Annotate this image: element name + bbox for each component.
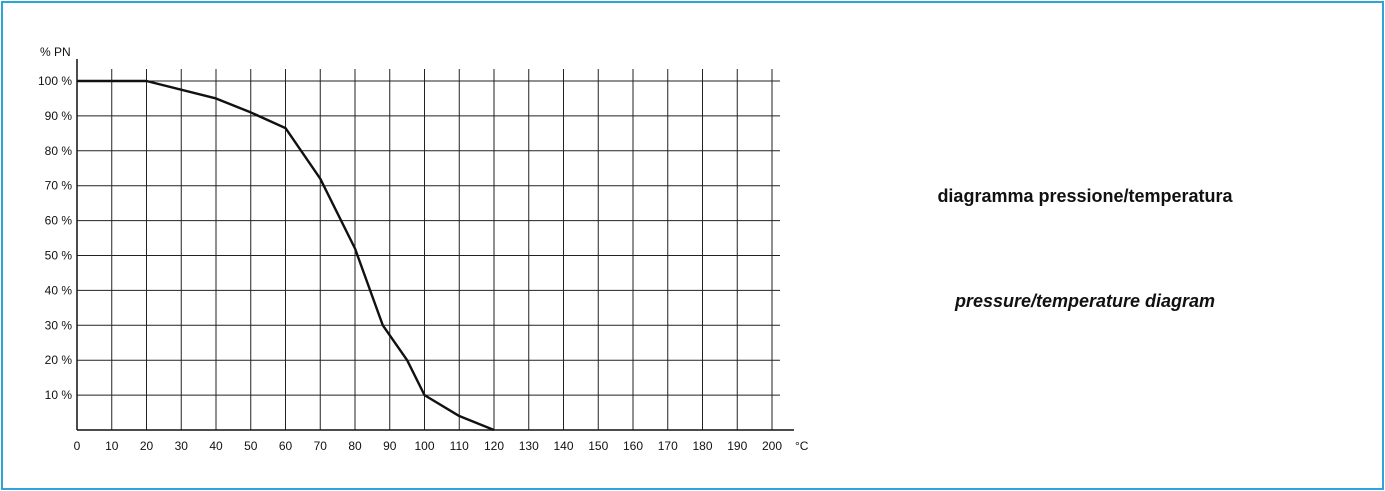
x-tick-label: 50 [244,439,258,453]
x-axis-label: °C [795,439,809,453]
y-axis-label: % PN [40,45,71,59]
chart-series [77,79,495,432]
y-tick-label: 30 % [45,318,73,332]
chart-grid [77,69,780,430]
x-tick-label: 60 [279,439,293,453]
x-tick-label: 160 [623,439,643,453]
x-tick-label: 100 [414,439,434,453]
x-tick-label: 0 [74,439,81,453]
x-tick-label: 20 [140,439,154,453]
x-tick-label: 80 [348,439,362,453]
x-tick-label: 150 [588,439,608,453]
x-tick-label: 90 [383,439,397,453]
y-tick-label: 50 % [45,249,73,263]
x-tick-label: 190 [727,439,747,453]
x-tick-label: 140 [553,439,573,453]
y-tick-label: 60 % [45,214,73,228]
x-tick-label: 70 [314,439,328,453]
y-tick-label: 90 % [45,109,73,123]
chart-tick-labels: 0 10 20 30 40 50 60 70 80 90 100 110 120 130 140 150 160… [38,74,782,453]
chart-axes [76,59,794,431]
y-tick-label: 40 % [45,283,73,297]
x-tick-label: 30 [175,439,189,453]
chart-title-english: pressure/temperature diagram [954,291,1216,311]
y-tick-label: 80 % [45,144,73,158]
x-tick-label: 120 [484,439,504,453]
y-tick-label: 10 % [45,388,73,402]
x-tick-label: 180 [692,439,712,453]
x-tick-label: 170 [658,439,678,453]
x-tick-label: 130 [519,439,539,453]
x-tick-label: 200 [762,439,782,453]
chart-title-italian: diagramma pressione/temperatura [937,186,1233,206]
x-tick-label: 110 [450,439,469,453]
y-tick-label: 20 % [45,353,73,367]
y-tick-label: 70 % [45,179,73,193]
series-line [77,79,495,432]
x-tick-label: 10 [105,439,119,453]
x-tick-label: 40 [209,439,223,453]
y-tick-label: 100 % [38,74,72,88]
